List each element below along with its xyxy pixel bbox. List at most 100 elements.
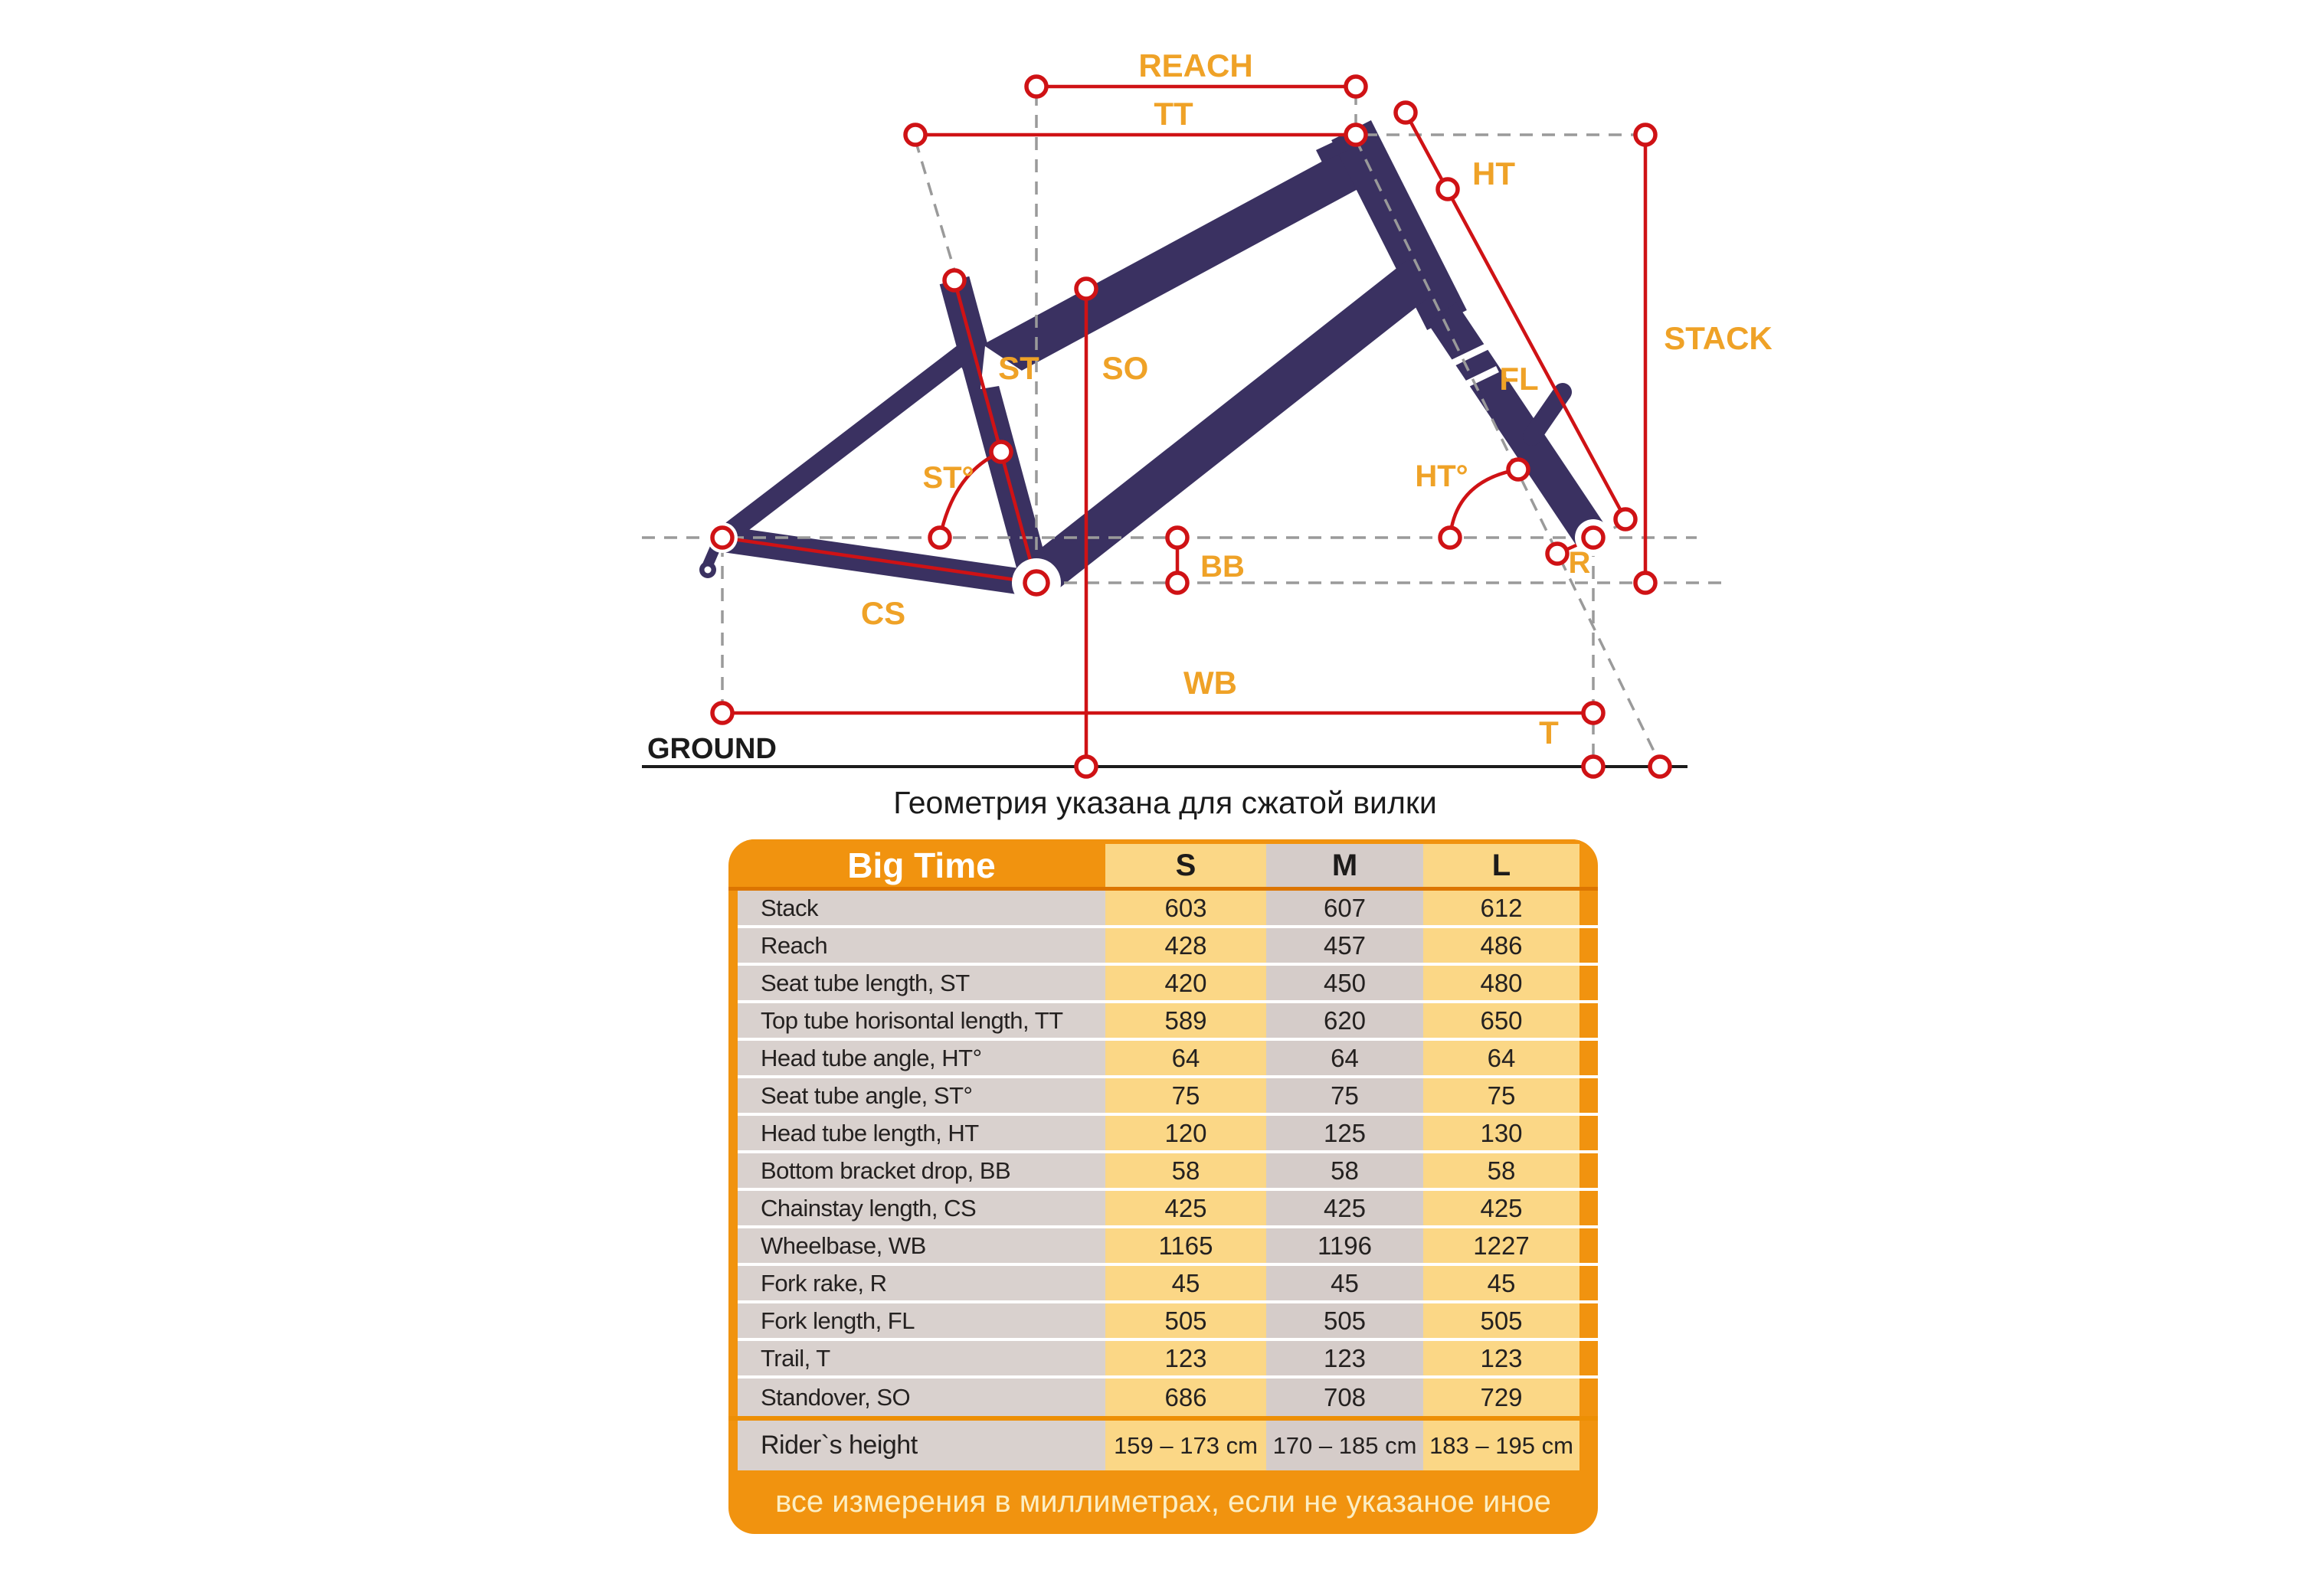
row-label: Wheelbase, WB (738, 1228, 1105, 1263)
row-value-s: 1165 (1105, 1228, 1266, 1263)
row-value-m: 450 (1266, 966, 1423, 1000)
row-value-m: 607 (1266, 891, 1423, 925)
row-value-s: 505 (1105, 1303, 1266, 1338)
row-value-l: 1227 (1423, 1228, 1579, 1263)
row-value-m: 64 (1266, 1041, 1423, 1075)
row-value-m: 123 (1266, 1341, 1423, 1375)
hanger-eye-hole (704, 566, 712, 574)
row-label: Trail, T (738, 1341, 1105, 1375)
dim-point (1438, 525, 1462, 550)
row-value-m: 425 (1266, 1191, 1423, 1225)
dim-point (928, 525, 952, 550)
row-value-m: 170 – 185 cm (1266, 1421, 1423, 1470)
stem-spacer (1316, 138, 1348, 162)
row-value-l: 58 (1423, 1153, 1579, 1188)
label-stack: STACK (1664, 320, 1773, 356)
size-col-header-l: L (1423, 844, 1579, 887)
dim-point (1344, 123, 1368, 147)
row-value-m: 75 (1266, 1078, 1423, 1113)
dim-point (710, 701, 735, 725)
row-value-m: 1196 (1266, 1228, 1423, 1263)
dim-point (1633, 123, 1658, 147)
down-tube (1026, 258, 1435, 594)
table-body: Stack 603 607 612 Reach 428 457 486 Seat… (738, 891, 1598, 1416)
row-value-l: 183 – 195 cm (1423, 1421, 1579, 1470)
top-tube (957, 141, 1380, 395)
row-value-m: 125 (1266, 1116, 1423, 1150)
row-value-s: 120 (1105, 1116, 1266, 1150)
rider-height-row: Rider`s height 159 – 173 cm 170 – 185 cm… (738, 1421, 1598, 1470)
table-title: Big Time (847, 845, 996, 885)
row-label: Chainstay length, CS (738, 1191, 1105, 1225)
dim-point (1581, 701, 1606, 725)
row-label: Reach (738, 928, 1105, 963)
label-st-angle: ST° (922, 461, 974, 495)
fork-arch (1523, 383, 1572, 446)
row-value-m: 505 (1266, 1303, 1423, 1338)
dim-point (1344, 74, 1368, 99)
row-value-l: 480 (1423, 966, 1579, 1000)
row-value-m: 620 (1266, 1003, 1423, 1038)
row-value-l: 650 (1423, 1003, 1579, 1038)
dim-point (1393, 100, 1418, 125)
row-value-l: 486 (1423, 928, 1579, 963)
row-value-l: 612 (1423, 891, 1579, 925)
construction-dashed-lines (642, 92, 1725, 764)
row-value-l: 123 (1423, 1341, 1579, 1375)
label-ht-angle: HT° (1415, 460, 1468, 493)
dim-point (942, 268, 967, 293)
row-value-l: 425 (1423, 1191, 1579, 1225)
geometry-table: Big Time S M L Stack 603 607 612 Reach 4… (728, 839, 1598, 1534)
ground-label: GROUND (647, 733, 777, 765)
front-axle-point (1581, 525, 1606, 550)
table-row: Head tube length, HT 120 125 130 (738, 1116, 1598, 1153)
row-value-m: 45 (1266, 1266, 1423, 1300)
seat-cluster-cutout (980, 346, 1036, 389)
row-label: Standover, SO (738, 1379, 1105, 1416)
row-value-s: 589 (1105, 1003, 1266, 1038)
row-label: Fork rake, R (738, 1266, 1105, 1300)
row-label: Bottom bracket drop, BB (738, 1153, 1105, 1188)
row-value-l: 130 (1423, 1116, 1579, 1150)
row-value-s: 603 (1105, 891, 1266, 925)
dim-point (1074, 754, 1098, 779)
size-col-header-m: M (1266, 844, 1423, 887)
row-value-s: 45 (1105, 1266, 1266, 1300)
dim-point (1545, 541, 1570, 566)
row-value-l: 75 (1423, 1078, 1579, 1113)
label-st: ST (998, 350, 1039, 386)
dim-point (903, 123, 928, 147)
fork-lower-gap (1455, 365, 1499, 393)
diagram-caption: Геометрия указана для сжатой вилки (893, 785, 1436, 820)
row-label: Seat tube angle, ST° (738, 1078, 1105, 1113)
rider-height-section: Rider`s height 159 – 173 cm 170 – 185 cm… (738, 1421, 1598, 1470)
table-footer-note: все измерения в миллиметрах, если не ука… (775, 1485, 1551, 1519)
table-row: Stack 603 607 612 (738, 891, 1598, 928)
fork (1426, 303, 1606, 545)
fork-crown-gap (1445, 342, 1489, 370)
dim-point (1633, 571, 1658, 595)
row-value-s: 425 (1105, 1191, 1266, 1225)
row-label: Head tube length, HT (738, 1116, 1105, 1150)
bb-point (1023, 569, 1050, 597)
row-value-s: 686 (1105, 1379, 1266, 1416)
dimension-lines (722, 84, 1648, 767)
row-label: Seat tube length, ST (738, 966, 1105, 1000)
row-value-l: 64 (1423, 1041, 1579, 1075)
table-row: Fork length, FL 505 505 505 (738, 1303, 1598, 1341)
row-value-s: 64 (1105, 1041, 1266, 1075)
bike-geometry-diagram: REACH TT HT STACK FL ST SO ST° HT° BB CS… (642, 47, 1773, 820)
dim-point (1506, 457, 1530, 482)
table-row: Standover, SO 686 708 729 (738, 1379, 1598, 1416)
table-row: Trail, T 123 123 123 (738, 1341, 1598, 1379)
label-tt: TT (1154, 96, 1193, 132)
row-value-m: 708 (1266, 1379, 1423, 1416)
dim-point (1165, 571, 1190, 595)
table-row: Chainstay length, CS 425 425 425 (738, 1191, 1598, 1228)
header-divider (728, 887, 1598, 891)
table-row: Head tube angle, HT° 64 64 64 (738, 1041, 1598, 1078)
label-reach: REACH (1138, 47, 1252, 83)
seat-stay (719, 338, 979, 545)
label-t: T (1539, 715, 1559, 751)
label-fl: FL (1499, 361, 1538, 397)
